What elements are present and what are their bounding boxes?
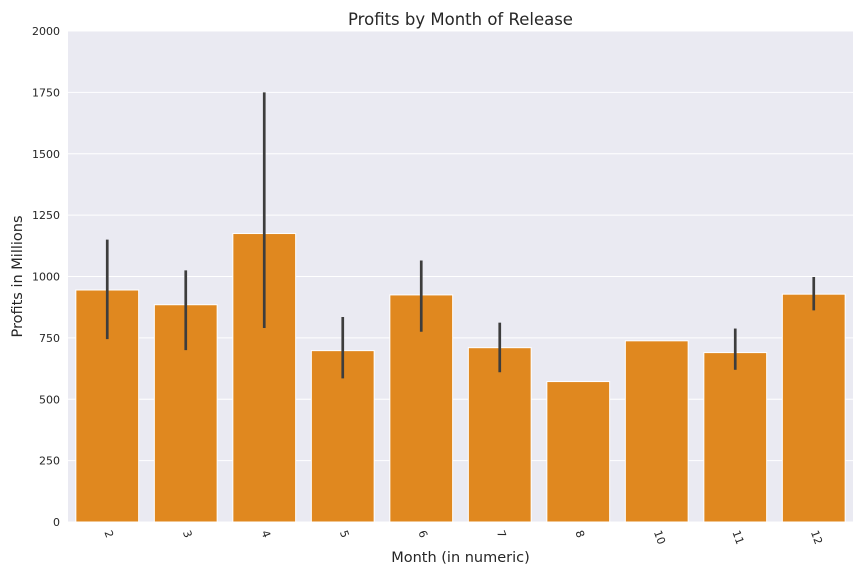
x-tick-label: 4 (258, 529, 273, 540)
x-tick-label: 3 (180, 529, 195, 540)
y-tick-label: 500 (39, 393, 60, 406)
y-tick-label: 250 (39, 455, 60, 468)
x-tick-label: 12 (808, 529, 825, 547)
x-tick-label: 7 (494, 529, 509, 540)
y-axis-label: Profits in Millions (10, 215, 26, 337)
bar-6 (389, 294, 454, 523)
y-tick-labels: 0 250 500 750 1000 1250 1500 1750 2000 (32, 25, 60, 529)
x-tick-labels: 2 3 4 5 6 7 8 10 11 12 (101, 529, 825, 547)
bar-11 (703, 352, 768, 523)
x-tick-label: 5 (337, 529, 352, 540)
y-tick-label: 750 (39, 332, 60, 345)
x-tick-label: 2 (101, 529, 116, 540)
chart-title: Profits by Month of Release (348, 10, 573, 29)
y-tick-label: 1750 (32, 86, 60, 99)
bar-10 (624, 340, 689, 523)
bar-12 (781, 293, 846, 523)
y-tick-label: 1250 (32, 209, 60, 222)
x-tick-label: 10 (651, 529, 668, 547)
x-axis-label: Month (in numeric) (391, 550, 530, 566)
x-tick-label: 11 (729, 529, 746, 547)
y-tick-label: 1000 (32, 271, 60, 284)
x-tick-label: 6 (415, 529, 430, 540)
bar-7 (467, 347, 532, 523)
error-bars (105, 92, 816, 379)
x-tick-label: 8 (572, 529, 587, 540)
y-tick-label: 2000 (32, 25, 60, 38)
y-tick-label: 1500 (32, 148, 60, 161)
bar-8 (546, 381, 611, 523)
y-tick-label: 0 (53, 516, 60, 529)
